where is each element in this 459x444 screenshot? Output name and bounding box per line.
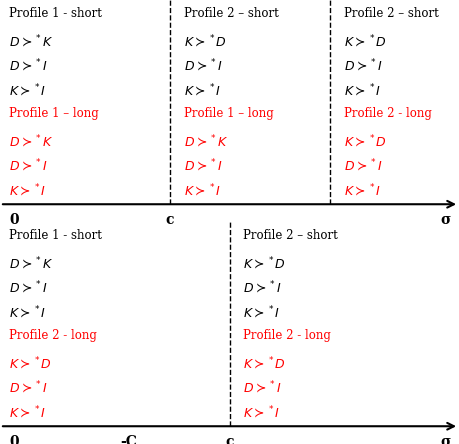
Text: Profile 1 – long: Profile 1 – long (184, 107, 274, 119)
Text: 0: 0 (9, 435, 18, 444)
Text: $D \succ^* I$: $D \succ^* I$ (9, 58, 48, 74)
Text: $K \succ^* I$: $K \succ^* I$ (9, 82, 46, 99)
Text: $D \succ^* I$: $D \succ^* I$ (184, 158, 222, 174)
Text: $K \succ^* D$: $K \succ^* D$ (344, 33, 387, 50)
Text: Profile 1 - short: Profile 1 - short (9, 229, 102, 242)
Text: σ: σ (440, 213, 450, 227)
Text: $K \succ^* D$: $K \succ^* D$ (184, 33, 226, 50)
Text: $D \succ^* I$: $D \succ^* I$ (184, 58, 222, 74)
Text: c: c (225, 435, 234, 444)
Text: $D \succ^* K$: $D \succ^* K$ (9, 133, 53, 150)
Text: 0: 0 (9, 213, 18, 227)
Text: $D \succ^* I$: $D \succ^* I$ (243, 380, 282, 396)
Text: $K \succ^* I$: $K \succ^* I$ (243, 304, 280, 321)
Text: Profile 1 - short: Profile 1 - short (9, 7, 102, 20)
Text: Profile 2 - long: Profile 2 - long (9, 329, 97, 341)
Text: $K \succ^* I$: $K \succ^* I$ (9, 182, 46, 198)
Text: $D \succ^* K$: $D \succ^* K$ (184, 133, 228, 150)
Text: $D \succ^* I$: $D \succ^* I$ (9, 158, 48, 174)
Text: $D \succ^* I$: $D \succ^* I$ (344, 158, 383, 174)
Text: $D \succ^* K$: $D \succ^* K$ (9, 255, 53, 272)
Text: Profile 2 - long: Profile 2 - long (344, 107, 432, 119)
Text: -C: -C (120, 435, 137, 444)
Text: $D \succ^* I$: $D \succ^* I$ (9, 280, 48, 296)
Text: σ: σ (440, 435, 450, 444)
Text: $K \succ^* I$: $K \succ^* I$ (344, 182, 381, 198)
Text: $K \succ^* D$: $K \succ^* D$ (344, 133, 387, 150)
Text: $K \succ^* D$: $K \succ^* D$ (243, 255, 286, 272)
Text: $K \succ^* I$: $K \succ^* I$ (9, 404, 46, 420)
Text: Profile 2 - long: Profile 2 - long (243, 329, 331, 341)
Text: $K \succ^* D$: $K \succ^* D$ (9, 355, 52, 372)
Text: $D \succ^* I$: $D \succ^* I$ (243, 280, 282, 296)
Text: $K \succ^* I$: $K \succ^* I$ (9, 304, 46, 321)
Text: $K \succ^* I$: $K \succ^* I$ (344, 82, 381, 99)
Text: $K \succ^* I$: $K \succ^* I$ (243, 404, 280, 420)
Text: $D \succ^* I$: $D \succ^* I$ (9, 380, 48, 396)
Text: $K \succ^* D$: $K \succ^* D$ (243, 355, 286, 372)
Text: $D \succ^* I$: $D \succ^* I$ (344, 58, 383, 74)
Text: $D \succ^* K$: $D \succ^* K$ (9, 33, 53, 50)
Text: Profile 2 – short: Profile 2 – short (184, 7, 278, 20)
Text: $K \succ^* I$: $K \succ^* I$ (184, 82, 221, 99)
Text: c: c (166, 213, 174, 227)
Text: Profile 1 – long: Profile 1 – long (9, 107, 99, 119)
Text: $K \succ^* I$: $K \succ^* I$ (184, 182, 221, 198)
Text: Profile 2 – short: Profile 2 – short (243, 229, 338, 242)
Text: Profile 2 – short: Profile 2 – short (344, 7, 439, 20)
